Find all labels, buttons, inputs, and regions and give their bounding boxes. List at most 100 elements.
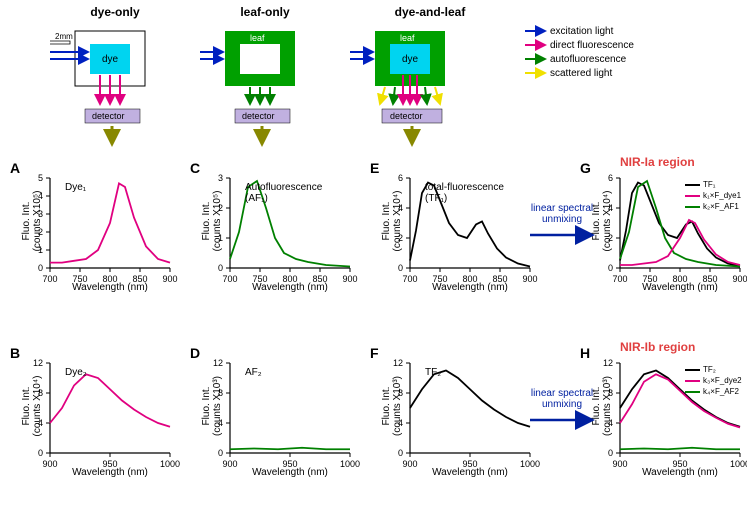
svg-text:8: 8 (398, 388, 403, 398)
svg-text:0: 0 (608, 263, 613, 273)
svg-text:0: 0 (398, 448, 403, 458)
svg-text:5: 5 (38, 173, 43, 183)
legend-H-2: k₄×F_AF2 (685, 387, 739, 396)
dye-only-block: dye-only 2mm dye detector (40, 5, 190, 145)
svg-text:0: 0 (218, 263, 223, 273)
legend-H-0: TF₂ (685, 365, 716, 374)
svg-text:0: 0 (218, 448, 223, 458)
svg-text:leaf: leaf (250, 33, 265, 43)
ylabel-C: Fluo. Int. (counts X10⁵) (201, 171, 223, 271)
svg-text:0: 0 (38, 448, 43, 458)
svg-text:8: 8 (218, 388, 223, 398)
chart-D: DFluo. Int. (counts X10³)900950100004812… (190, 345, 360, 515)
panel-label-F: F (370, 345, 379, 361)
legend-G-1: k₁×F_dye1 (685, 191, 741, 200)
svg-text:12: 12 (603, 358, 613, 368)
svg-text:0: 0 (398, 263, 403, 273)
svg-text:direct fluorescence: direct fluorescence (550, 40, 634, 51)
svg-text:detector: detector (92, 111, 125, 121)
top-legend-svg: excitation light direct fluorescence aut… (520, 23, 680, 83)
top-legend: excitation light direct fluorescence aut… (520, 5, 680, 145)
panel-label-A: A (10, 160, 20, 176)
xlabel-E: Wavelength (nm) (410, 282, 530, 293)
svg-text:2: 2 (38, 227, 43, 237)
chart-F: FFluo. Int. (counts X10³)900950100004812… (370, 345, 540, 515)
ylabel-A: Fluo. Int. (counts X10⁵) (21, 171, 43, 271)
svg-text:4: 4 (38, 418, 43, 428)
svg-text:2: 2 (218, 203, 223, 213)
svg-text:2: 2 (608, 233, 613, 243)
svg-text:1: 1 (218, 233, 223, 243)
svg-text:autofluorescence: autofluorescence (550, 54, 627, 65)
xlabel-A: Wavelength (nm) (50, 282, 170, 293)
svg-text:6: 6 (608, 173, 613, 183)
svg-text:dye: dye (402, 54, 419, 65)
xlabel-D: Wavelength (nm) (230, 467, 350, 478)
svg-text:4: 4 (218, 418, 223, 428)
unmix-arrow-FH (530, 410, 600, 435)
panel-label-D: D (190, 345, 200, 361)
svg-text:dye: dye (102, 54, 119, 65)
svg-text:12: 12 (213, 358, 223, 368)
inner-label-E: total-fluorescence (TF₁) (425, 182, 504, 204)
svg-text:detector: detector (390, 111, 423, 121)
xlabel-H: Wavelength (nm) (620, 467, 740, 478)
ylabel-F: Fluo. Int. (counts X10³) (381, 356, 403, 456)
dye-and-leaf-block: dye-and-leaf leaf dye detector (340, 5, 520, 145)
ylabel-B: Fluo. Int. (counts X10⁴) (21, 356, 43, 456)
panel-label-G: G (580, 160, 591, 176)
chart-A: AFluo. Int. (counts X10⁵)700750800850900… (10, 160, 180, 330)
svg-text:12: 12 (33, 358, 43, 368)
region-label-H: NIR-Ib region (620, 340, 695, 354)
inner-label-B: Dye₂ (65, 367, 87, 378)
region-label-G: NIR-Ia region (620, 155, 695, 169)
chart-E: EFluo. Int. (counts X10⁴)700750800850900… (370, 160, 540, 330)
svg-text:4: 4 (398, 203, 403, 213)
legend-G-0: TF₁ (685, 180, 715, 189)
unmix-arrow-EG (530, 225, 600, 250)
unmix-label-FH: linear spectral unmixing (522, 388, 602, 410)
legend-H-1: k₃×F_dye2 (685, 376, 742, 385)
inner-label-D: AF₂ (245, 367, 262, 378)
xlabel-C: Wavelength (nm) (230, 282, 350, 293)
leaf-only-block: leaf-only leaf detector (190, 5, 340, 145)
svg-text:8: 8 (38, 388, 43, 398)
svg-text:6: 6 (398, 173, 403, 183)
svg-text:4: 4 (38, 191, 43, 201)
chart-G: GNIR-Ia regionFluo. Int. (counts X10⁴)70… (580, 160, 747, 330)
svg-text:2mm: 2mm (55, 32, 73, 41)
dye-only-svg: 2mm dye detector (40, 19, 190, 149)
leaf-only-title: leaf-only (190, 5, 340, 19)
chart-H: HNIR-Ib regionFluo. Int. (counts X10³)90… (580, 345, 747, 515)
panel-label-H: H (580, 345, 590, 361)
top-diagrams-row: dye-only 2mm dye detector leaf-only (40, 5, 700, 145)
svg-text:scattered light: scattered light (550, 68, 612, 79)
svg-text:12: 12 (393, 358, 403, 368)
xlabel-B: Wavelength (nm) (50, 467, 170, 478)
svg-text:3: 3 (218, 173, 223, 183)
svg-text:3: 3 (38, 209, 43, 219)
dye-only-title: dye-only (40, 5, 190, 19)
dye-and-leaf-title: dye-and-leaf (340, 5, 520, 19)
xlabel-G: Wavelength (nm) (620, 282, 740, 293)
panel-label-B: B (10, 345, 20, 361)
panel-label-C: C (190, 160, 200, 176)
unmix-label-EG: linear spectral unmixing (522, 203, 602, 225)
inner-label-F: TF₂ (425, 367, 441, 378)
xlabel-F: Wavelength (nm) (410, 467, 530, 478)
svg-text:detector: detector (242, 111, 275, 121)
svg-text:1: 1 (38, 245, 43, 255)
svg-text:8: 8 (608, 388, 613, 398)
svg-text:4: 4 (398, 418, 403, 428)
chart-B: BFluo. Int. (counts X10⁴)900950100004812… (10, 345, 180, 515)
svg-text:leaf: leaf (400, 33, 415, 43)
svg-text:4: 4 (608, 203, 613, 213)
dye-and-leaf-svg: leaf dye detector (340, 19, 520, 149)
ylabel-D: Fluo. Int. (counts X10³) (201, 356, 223, 456)
inner-label-C: Autofluorescence (AF₁) (245, 182, 322, 204)
svg-text:4: 4 (608, 418, 613, 428)
chart-C: CFluo. Int. (counts X10⁵)700750800850900… (190, 160, 360, 330)
svg-text:excitation light: excitation light (550, 26, 614, 37)
ylabel-E: Fluo. Int. (counts X10⁴) (381, 171, 403, 271)
leaf-only-svg: leaf detector (190, 19, 340, 149)
